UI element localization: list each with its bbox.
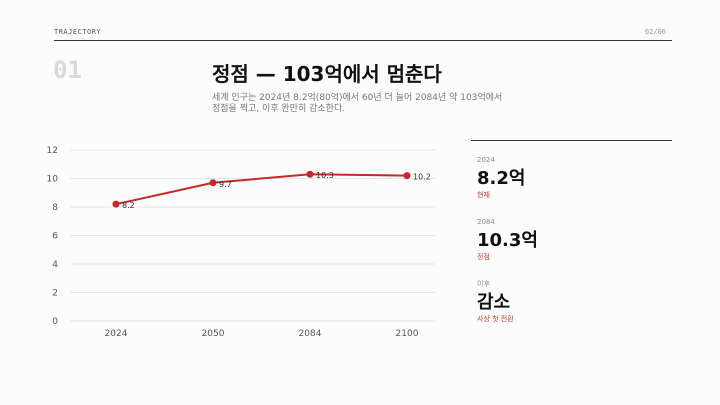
data-label: 10.3 (316, 171, 334, 180)
data-point (306, 170, 314, 178)
stat-after-value: 감소 (477, 292, 511, 313)
y-tick-label: 12 (47, 146, 58, 156)
stat-peak: 2084 10.3억 정점 (477, 217, 538, 262)
stat-after: 이후 감소 사상 첫 전환 (477, 279, 514, 324)
slide-number: 01 (53, 56, 82, 84)
page-counter: 02/06 (644, 28, 666, 36)
data-label: 9.7 (219, 180, 232, 189)
slide-title: 정점 — 103억에서 멈춘다 (212, 62, 442, 86)
y-tick-label: 8 (52, 203, 58, 213)
population-line-chart: 0 2 4 6 8 10 12 2024 2050 2084 2100 8.2 9.7 10.3 10.2 (47, 146, 435, 339)
data-label: 8.2 (122, 201, 135, 210)
y-tick-label: 10 (47, 175, 59, 185)
x-tick-label: 2100 (396, 329, 419, 339)
stat-peak-note: 정점 (477, 253, 490, 261)
data-point (209, 179, 217, 187)
stat-current-note: 현재 (477, 191, 490, 199)
stat-after-note: 사상 첫 전환 (477, 315, 514, 323)
stat-current: 2024 8.2억 현재 (477, 155, 525, 200)
x-tick-label: 2024 (105, 329, 128, 339)
header-divider (54, 40, 672, 41)
section-label: TRAJECTORY (54, 28, 102, 36)
stat-peak-label: 2084 (477, 218, 495, 226)
data-label: 10.2 (413, 173, 431, 182)
x-tick-label: 2084 (299, 329, 322, 339)
stat-current-value: 8.2억 (477, 168, 526, 189)
slide-subtitle: 세계 인구는 2024년 8.2억(80억)에서 60년 더 늘어 2084년 … (212, 93, 503, 114)
stat-after-label: 이후 (477, 280, 490, 288)
data-point (403, 172, 411, 180)
y-tick-label: 6 (52, 232, 58, 242)
data-point (112, 200, 120, 208)
stats-divider (471, 140, 672, 141)
stat-current-label: 2024 (477, 156, 495, 164)
y-tick-label: 0 (52, 317, 58, 327)
stat-peak-value: 10.3억 (477, 230, 538, 251)
x-tick-label: 2050 (202, 329, 225, 339)
series-line (115, 173, 408, 206)
y-tick-label: 2 (52, 289, 58, 299)
y-tick-label: 4 (52, 260, 58, 270)
